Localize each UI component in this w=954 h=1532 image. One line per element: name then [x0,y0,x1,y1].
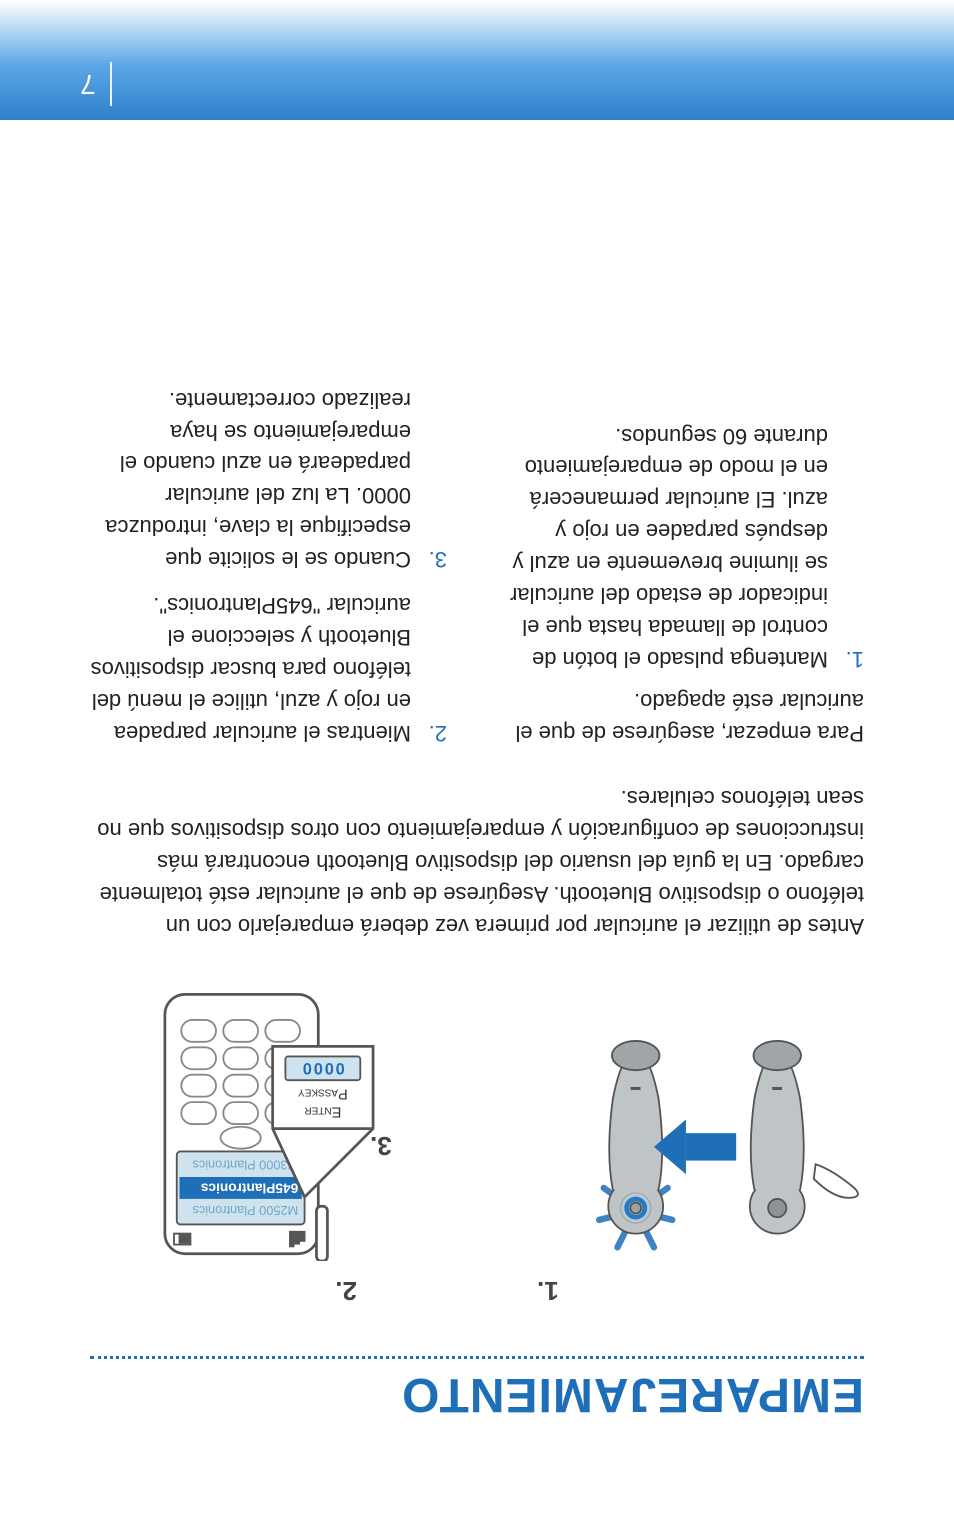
popup-code: 0000 [301,1059,345,1077]
figure-1: 1. [517,1019,864,1306]
figure-2: 2. 3. M2500 Plantronics [90,982,437,1306]
left-pre: Para empezar, asegúrese de que el auricu… [507,685,864,749]
figure-2-label: 2. [90,1275,437,1306]
phone-row-1: 645Plantronics [200,1180,298,1195]
figures-row: 1. [90,982,864,1306]
step-3-num: 3. [425,384,447,575]
page-number: 7 [80,68,96,100]
footer-divider [110,62,112,106]
figure-3-label: 3. [370,1130,392,1161]
step-2: 2. Mientras el auricular parpadea en roj… [90,589,447,748]
footer-band: 7 [0,0,954,120]
phone-row-0: M2500 Plantronics [192,1203,298,1218]
figure-1-svg: − − [517,1019,864,1261]
step-3: 3. Cuando se le solicite que especifique… [90,384,447,575]
right-column: 2. Mientras el auricular parpadea en roj… [90,370,447,749]
page: EMPAREJAMIENTO 1. [0,0,954,1532]
step-1: 1. Mantenga pulsado el botón de control … [507,420,864,675]
popup-line2: Passkey [298,1085,348,1101]
step-1-body: Mantenga pulsado el botón de control de … [507,420,828,675]
instruction-columns: Para empezar, asegúrese de que el auricu… [90,370,864,749]
phone-row-2: M3000 Plantronics [192,1158,298,1173]
footer-inner: 7 [80,62,112,106]
title-divider [90,1356,864,1359]
step-1-num: 1. [842,420,864,675]
intro-paragraph: Antes de utilizar el auricular por prime… [90,783,864,942]
popup-line1: Enter [304,1104,341,1120]
page-title: EMPAREJAMIENTO [90,1367,864,1422]
svg-text:−: − [772,1079,782,1097]
step-2-body: Mientras el auricular parpadea en rojo y… [90,589,411,748]
figure-2-svg: M2500 Plantronics 645Plantronics M3000 P… [90,982,437,1261]
step-3-body: Cuando se le solicite que especifique la… [90,384,411,575]
step-2-num: 2. [425,589,447,748]
svg-text:−: − [631,1079,641,1097]
figure-1-label: 1. [517,1275,864,1306]
left-column: Para empezar, asegúrese de que el auricu… [507,370,864,749]
